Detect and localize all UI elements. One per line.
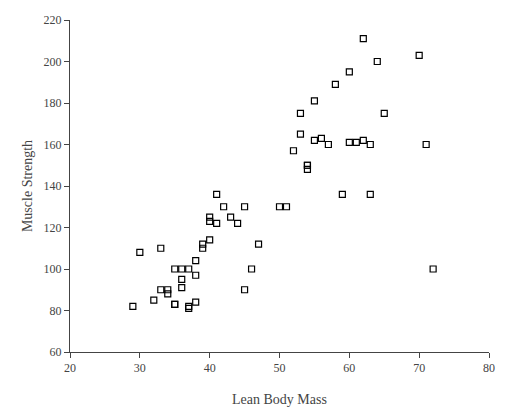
svg-text:20: 20 bbox=[64, 361, 76, 375]
svg-text:Muscle Strength: Muscle Strength bbox=[20, 140, 35, 232]
svg-text:220: 220 bbox=[44, 13, 62, 27]
svg-text:160: 160 bbox=[44, 138, 62, 152]
svg-text:180: 180 bbox=[44, 96, 62, 110]
svg-text:100: 100 bbox=[44, 262, 62, 276]
svg-text:50: 50 bbox=[274, 361, 286, 375]
svg-text:140: 140 bbox=[44, 179, 62, 193]
svg-text:40: 40 bbox=[204, 361, 216, 375]
svg-text:30: 30 bbox=[134, 361, 146, 375]
svg-text:120: 120 bbox=[44, 221, 62, 235]
svg-text:80: 80 bbox=[483, 361, 495, 375]
svg-text:60: 60 bbox=[343, 361, 355, 375]
svg-text:Lean Body Mass: Lean Body Mass bbox=[232, 392, 327, 407]
svg-text:200: 200 bbox=[44, 55, 62, 69]
svg-text:80: 80 bbox=[50, 304, 62, 318]
svg-text:70: 70 bbox=[413, 361, 425, 375]
svg-text:60: 60 bbox=[50, 345, 62, 359]
